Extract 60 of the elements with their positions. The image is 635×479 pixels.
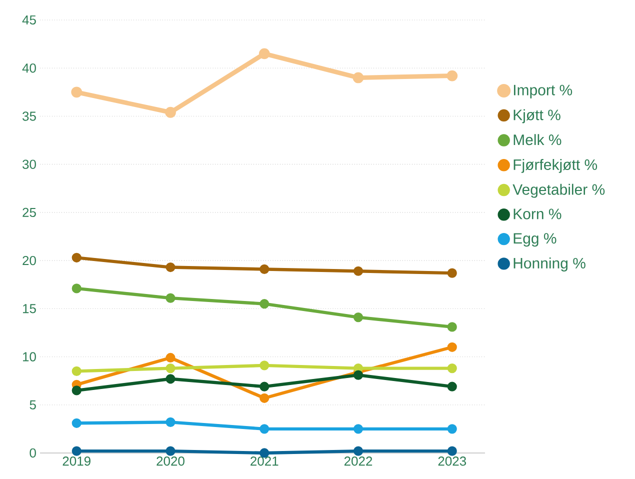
point	[258, 48, 270, 60]
point	[353, 370, 364, 380]
point	[166, 446, 176, 456]
point	[447, 446, 457, 456]
x-tick-label: 2021	[250, 456, 278, 466]
point	[71, 86, 82, 98]
legend-label: Kjøtt %	[514, 109, 560, 124]
point	[166, 364, 176, 374]
y-tick-label: 0	[30, 448, 36, 458]
y-tick-label: 10	[23, 352, 36, 362]
point	[447, 382, 457, 392]
legend-label: Honning %	[514, 258, 586, 272]
y-tick-label: 25	[22, 208, 36, 218]
point	[166, 374, 176, 384]
point	[352, 72, 364, 84]
point	[353, 446, 364, 456]
point	[166, 417, 176, 427]
point	[260, 382, 270, 392]
point	[72, 418, 82, 428]
y-tick-label: 5	[30, 400, 36, 410]
point	[72, 284, 82, 294]
point	[260, 264, 270, 274]
legend-label: Egg %	[514, 233, 556, 247]
point	[353, 424, 364, 434]
y-tick-label: 30	[22, 160, 36, 169]
point	[353, 312, 364, 322]
point	[166, 293, 176, 303]
x-tick-label: 2023	[438, 456, 466, 466]
point	[72, 446, 82, 456]
y-tick-label: 40	[22, 64, 36, 73]
point	[165, 106, 176, 118]
point	[446, 70, 458, 82]
point	[72, 252, 82, 262]
point	[260, 299, 270, 309]
point	[166, 352, 176, 363]
y-tick-label: 35	[22, 112, 36, 121]
x-tick-label: 2019	[62, 456, 90, 466]
legend-label: Import %	[514, 84, 572, 98]
point	[447, 322, 457, 332]
point	[447, 268, 457, 278]
point	[353, 266, 364, 276]
point	[166, 262, 176, 272]
y-tick-label: 15	[23, 304, 36, 314]
point	[353, 364, 364, 374]
legend-label: Melk %	[514, 134, 562, 146]
point	[447, 342, 457, 352]
point	[72, 386, 82, 396]
legend-label: Vegetabiler %	[512, 184, 605, 198]
legend-label: Fjørfekjøtt %	[514, 158, 598, 173]
y-tick-label: 20	[22, 256, 36, 266]
x-tick-label: 2020	[156, 456, 184, 466]
point	[447, 364, 457, 374]
legend-label: Korn %	[514, 208, 562, 220]
y-tick-label: 45	[22, 15, 36, 25]
point	[260, 360, 270, 370]
point	[260, 393, 270, 403]
point	[260, 424, 270, 434]
point	[447, 424, 457, 434]
point	[72, 366, 82, 376]
x-tick-label: 2022	[344, 456, 372, 466]
